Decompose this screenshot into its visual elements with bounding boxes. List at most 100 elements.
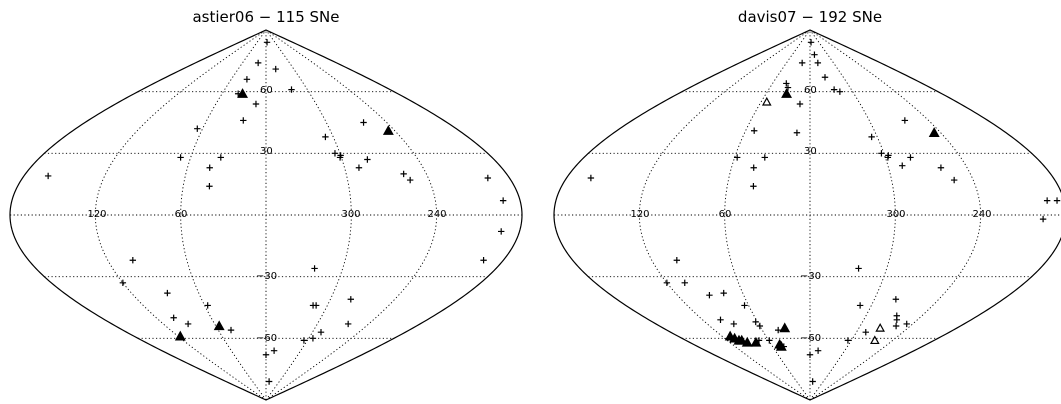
panel-astier06: astier06 − 115 SNe 120 60 300 240 60 30 …: [9, 8, 523, 401]
lon-tick-label: 240: [427, 209, 446, 220]
sn-marker-plus: [766, 337, 773, 344]
lon-tick-label: 60: [719, 209, 732, 220]
sn-marker-plus: [798, 59, 806, 67]
sn-marker-plus: [950, 176, 958, 184]
lon-tick-label: 300: [341, 209, 360, 220]
panel-title: davis07 − 192 SNe: [738, 8, 882, 26]
sn-marker-plus: [44, 172, 52, 180]
sn-marker-plus: [830, 86, 838, 93]
lon-tick-label: 120: [630, 209, 649, 220]
sn-marker-plus: [360, 119, 367, 126]
sn-marker-plus: [263, 39, 271, 46]
lon-tick-label: 300: [886, 209, 905, 220]
sn-marker-plus: [783, 80, 790, 87]
map-outline: [9, 29, 523, 401]
sn-marker-plus: [170, 314, 177, 321]
sn-marker-plus: [204, 302, 211, 309]
sn-marker-open-triangle: [761, 96, 772, 106]
sn-marker-plus: [774, 326, 782, 334]
sn-marker-plus: [164, 289, 171, 297]
sn-marker-plus: [262, 351, 270, 358]
sn-marker-plus: [300, 337, 308, 344]
sn-marker-plus: [240, 117, 247, 124]
sn-marker-plus: [741, 302, 748, 309]
lon-tick-label: 120: [87, 209, 106, 220]
sn-marker-plus: [288, 86, 295, 93]
meridian-line: [180, 29, 267, 401]
sn-marker-plus: [1053, 197, 1061, 204]
sn-marker-plus: [129, 257, 137, 264]
lat-tick-label: 60: [260, 85, 273, 96]
sn-marker-plus: [499, 197, 507, 204]
sn-marker-plus: [587, 174, 595, 182]
sn-marker-plus: [227, 326, 235, 334]
sn-marker-plus: [322, 133, 329, 141]
lat-tick-label: −30: [800, 271, 821, 282]
sn-marker-plus: [806, 351, 814, 358]
meridian-line: [638, 29, 811, 401]
panel-davis07: davis07 − 192 SNe 120 60 300 240 60 30 −…: [553, 8, 1061, 401]
sn-marker-plus: [893, 316, 901, 324]
sn-marker-plus: [761, 154, 768, 161]
sn-marker-plus: [243, 76, 251, 83]
sn-marker-plus: [331, 150, 339, 157]
sn-marker-plus: [836, 88, 844, 95]
sn-marker-plus: [1039, 215, 1047, 223]
lon-tick-label: 60: [175, 209, 188, 220]
graticule-grid: [10, 29, 522, 401]
sn-marker-plus: [780, 343, 788, 350]
sn-marker-plus: [750, 164, 757, 171]
sn-marker-filled-triangle: [781, 88, 793, 98]
meridian-line: [265, 29, 352, 401]
sn-marker-plus: [681, 279, 688, 287]
sn-marker-plus: [344, 320, 352, 328]
sn-markers: [44, 39, 507, 385]
lat-tick-label: 60: [804, 85, 817, 96]
sn-marker-plus: [480, 257, 487, 264]
sn-markers: [587, 39, 1061, 385]
lat-tick-label: −60: [256, 333, 277, 344]
meridian-line: [265, 29, 438, 401]
sn-marker-plus: [811, 51, 818, 58]
sn-marker-plus: [756, 322, 764, 330]
sn-marker-filled-triangle: [174, 330, 186, 341]
sn-marker-filled-triangle: [736, 334, 748, 345]
lat-tick-label: −60: [800, 333, 821, 344]
sn-marker-plus: [706, 291, 713, 299]
sn-marker-filled-triangle: [213, 320, 225, 331]
sn-marker-plus: [814, 347, 822, 354]
sn-marker-plus: [862, 328, 869, 336]
sn-marker-plus: [317, 328, 325, 336]
sn-marker-plus: [355, 164, 363, 171]
sn-marker-plus: [755, 337, 763, 344]
sn-marker-plus: [364, 156, 371, 163]
graticule-grid: [554, 29, 1061, 401]
sn-marker-plus: [717, 316, 724, 324]
lon-tick-label: 240: [972, 209, 991, 220]
meridian-line: [724, 29, 811, 401]
sn-marker-plus: [892, 322, 900, 330]
sn-marker-plus: [907, 154, 914, 161]
sn-marker-plus: [309, 302, 317, 309]
sn-marker-plus: [119, 279, 127, 287]
sn-marker-plus: [400, 170, 407, 178]
sn-marker-filled-triangle: [928, 127, 940, 137]
sn-marker-plus: [206, 164, 213, 171]
meridian-line: [809, 29, 896, 401]
sn-marker-plus: [206, 183, 213, 190]
sn-marker-filled-triangle: [750, 336, 762, 347]
lat-tick-label: −30: [256, 271, 277, 282]
sn-marker-plus: [177, 154, 184, 161]
sn-marker-plus: [252, 100, 260, 108]
sn-marker-plus: [752, 318, 759, 326]
sn-marker-plus: [673, 257, 681, 264]
sn-marker-filled-triangle: [382, 125, 394, 135]
sn-marker-plus: [336, 154, 344, 161]
sn-marker-plus: [856, 302, 864, 309]
sn-marker-plus: [194, 125, 201, 132]
sn-marker-filled-triangle: [741, 336, 753, 347]
lat-tick-label: 30: [804, 146, 817, 157]
sn-marker-plus: [899, 162, 906, 169]
sn-marker-plus: [484, 174, 492, 182]
sn-marker-plus: [309, 335, 317, 342]
